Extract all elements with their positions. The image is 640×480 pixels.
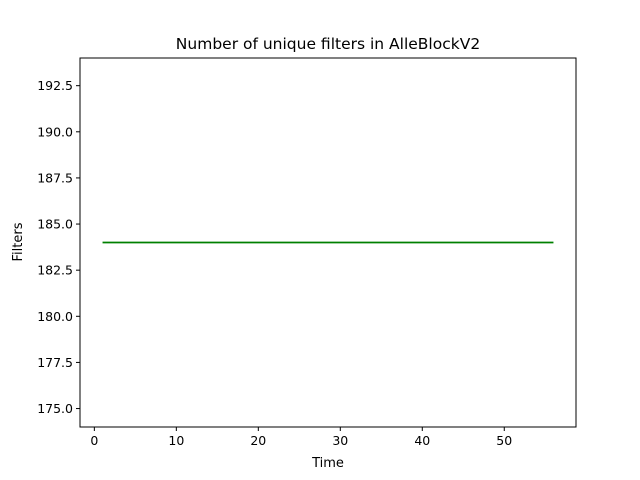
y-axis-label: Filters — [11, 222, 26, 261]
y-tick-label: 190.0 — [37, 124, 73, 139]
x-axis-label: Time — [311, 456, 344, 471]
y-tick-label: 185.0 — [37, 217, 73, 232]
x-tick-label: 0 — [90, 433, 98, 448]
y-tick-label: 177.5 — [37, 355, 73, 370]
y-tick-label: 180.0 — [37, 309, 73, 324]
y-tick-label: 175.0 — [37, 401, 73, 416]
chart-title: Number of unique filters in AlleBlockV2 — [176, 35, 480, 53]
y-tick-label: 182.5 — [37, 263, 73, 278]
x-tick-label: 40 — [414, 433, 430, 448]
x-tick-label: 30 — [332, 433, 348, 448]
y-tick-label: 192.5 — [37, 78, 73, 93]
x-axis: 0 10 20 30 40 50 — [90, 427, 512, 448]
plot-frame — [79, 57, 577, 428]
x-tick-label: 50 — [496, 433, 512, 448]
x-tick-label: 10 — [168, 433, 184, 448]
y-tick-label: 187.5 — [37, 170, 73, 185]
y-axis: 175.0 177.5 180.0 182.5 185.0 187.5 190.0 192.5 — [37, 78, 80, 416]
x-tick-label: 20 — [250, 433, 266, 448]
